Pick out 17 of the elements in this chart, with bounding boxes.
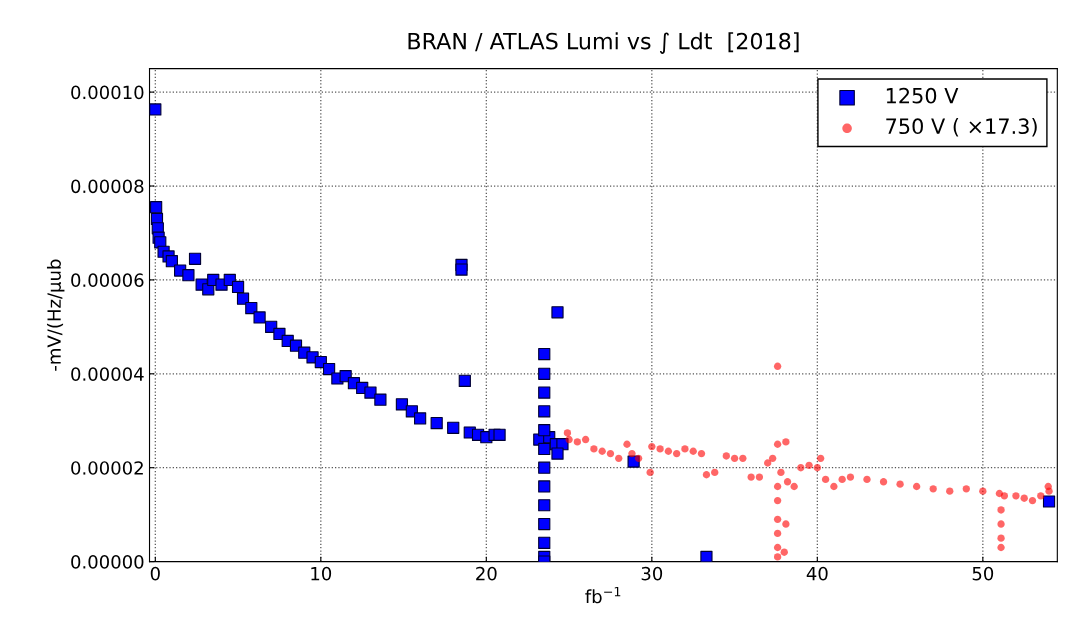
chart-title: BRAN / ATLAS Lumi vs ∫ Ldt [2018] (408, 32, 799, 54)
x-tick-label: 20 (476, 566, 497, 581)
x-tick-label: 40 (806, 566, 828, 581)
y-tick-label: 0.00000 (71, 555, 144, 569)
y-tick-label: 0.00010 (71, 85, 144, 100)
y-axis-title: -mV/(Hz/μub (46, 259, 65, 371)
x-tick-label: 50 (972, 566, 994, 581)
y-tick-label: 0.00004 (71, 367, 144, 381)
x-axis-title: fb$^{−1}$ (585, 586, 621, 604)
x-tick-label: 0 (150, 566, 160, 581)
legend-label: 1250 V (886, 87, 959, 104)
legend-label: 750 V ( ×17.3) (886, 117, 1037, 137)
y-tick-label: 0.00006 (71, 273, 144, 288)
y-tick-label: 0.00008 (71, 179, 144, 194)
x-tick-label: 10 (311, 566, 332, 581)
y-tick-label: 0.00002 (71, 461, 143, 475)
x-tick-label: 30 (641, 566, 663, 581)
